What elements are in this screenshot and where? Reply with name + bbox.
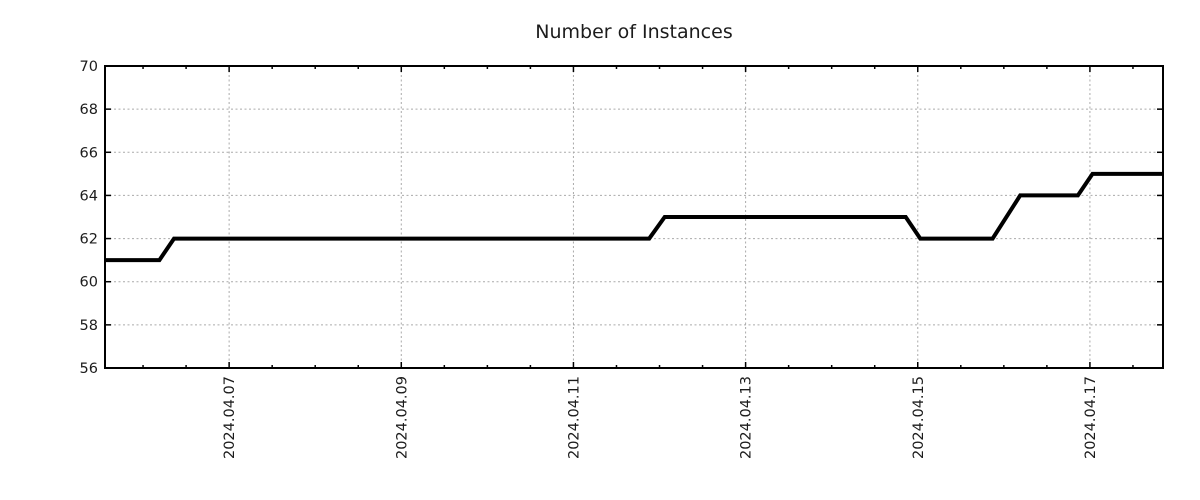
x-tick-label: 2024.04.13 (739, 376, 755, 459)
y-tick-label: 70 (80, 59, 98, 75)
y-tick-label: 66 (80, 145, 98, 161)
axes-layer (104, 65, 1164, 369)
y-tick-label: 58 (80, 318, 98, 334)
y-tick-label: 60 (80, 275, 98, 291)
x-tick-label: 2024.04.15 (911, 376, 927, 459)
instances-line-series (105, 171, 1163, 263)
tick-labels-layer: 56 58 60 62 64 66 68 70 2024.04.07 2024.04.09 2024… (80, 59, 1099, 459)
x-tick-label: 2024.04.07 (222, 376, 238, 459)
y-tick-label: 64 (80, 188, 98, 204)
y-tick-label: 62 (80, 232, 98, 248)
y-tick-label: 56 (80, 361, 98, 377)
series-layer (105, 171, 1163, 263)
y-tick-label: 68 (80, 102, 98, 118)
x-tick-label: 2024.04.09 (394, 376, 410, 459)
chart-title: Number of Instances (535, 21, 732, 43)
plot-border (104, 65, 1164, 369)
x-tick-label: 2024.04.11 (566, 376, 582, 459)
x-tick-label: 2024.04.17 (1083, 376, 1099, 459)
